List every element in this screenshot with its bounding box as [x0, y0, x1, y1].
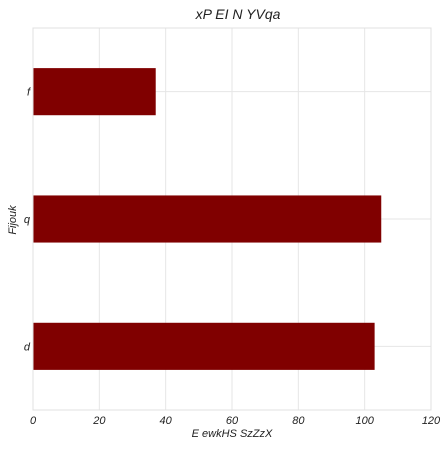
x-tick-label: 20: [92, 415, 106, 427]
y-tick-label: d: [24, 341, 31, 353]
x-tick-label: 0: [30, 415, 37, 427]
bar-q: [33, 195, 382, 243]
x-tick-label: 80: [292, 415, 305, 427]
plot-border: [32, 27, 432, 411]
x-tick-label: 100: [355, 415, 374, 427]
plot-frame: [32, 27, 432, 411]
bar-d: [33, 322, 375, 370]
bars: [33, 68, 382, 370]
y-tick-label: f: [27, 87, 31, 99]
y-tick-label: q: [24, 214, 31, 226]
x-tick-label: 120: [422, 415, 441, 427]
y-tick-labels: f q d: [24, 87, 31, 354]
y-axis-label: Fijouk: [7, 205, 19, 235]
bar-f: [33, 68, 156, 116]
chart-title: xP EI N YVqa: [195, 6, 281, 22]
x-tick-label: 60: [226, 415, 239, 427]
x-tick-label: 40: [160, 415, 173, 427]
x-axis-label: E ewkHS SzZzX: [192, 428, 273, 440]
x-tick-labels: 0 20 40 60 80 100 120: [30, 415, 441, 427]
